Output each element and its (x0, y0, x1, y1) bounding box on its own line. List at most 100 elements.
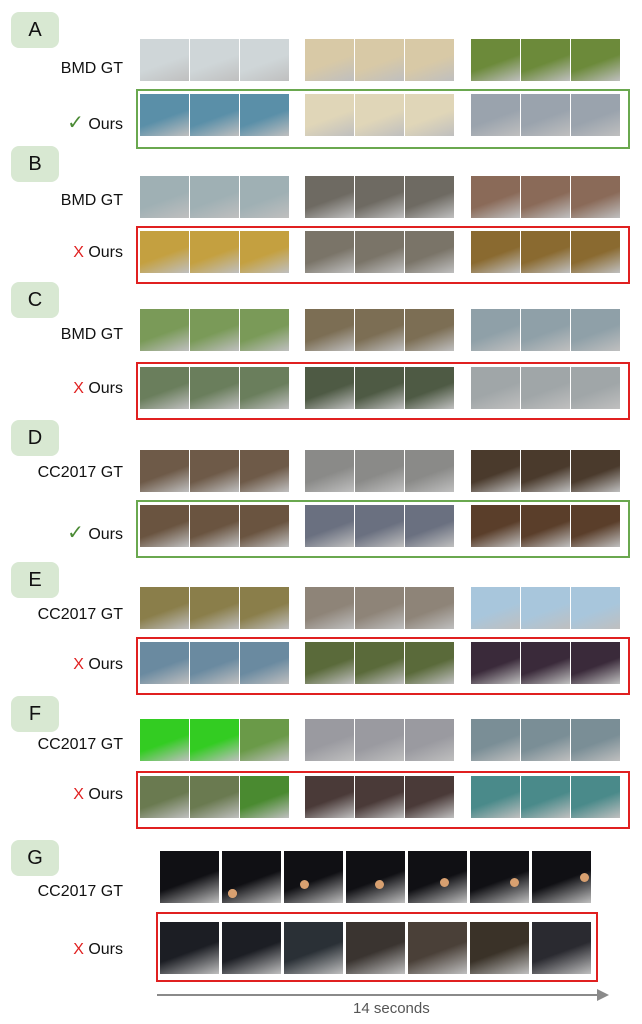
moon-mark (300, 880, 309, 889)
video-frame (471, 450, 521, 492)
video-frame (571, 94, 621, 136)
video-frame (240, 776, 290, 818)
video-frame (240, 231, 290, 273)
video-frame (355, 309, 405, 351)
ours-label: ✓ Ours (67, 520, 123, 545)
video-frame (471, 587, 521, 629)
video-frame (471, 642, 521, 684)
x-icon: X (73, 656, 84, 673)
video-frame (405, 776, 455, 818)
x-icon: X (73, 786, 84, 803)
video-frame (140, 39, 190, 81)
video-frame (240, 176, 290, 218)
video-frame (190, 94, 240, 136)
video-frame (240, 94, 290, 136)
moon-mark (375, 880, 384, 889)
x-icon: X (73, 244, 84, 261)
failure-frame (136, 771, 630, 829)
video-frame (305, 642, 355, 684)
ours-label: X Ours (73, 656, 123, 674)
section-badge: A (11, 12, 59, 48)
video-frame (532, 922, 592, 974)
section-badge: B (11, 146, 59, 182)
video-frame (470, 851, 530, 903)
ours-text: Ours (88, 786, 123, 803)
video-frame (521, 309, 571, 351)
video-frame (355, 231, 405, 273)
success-frame (136, 89, 630, 149)
video-frame (355, 776, 405, 818)
video-frame (471, 94, 521, 136)
video-frame (521, 176, 571, 218)
video-frame (521, 39, 571, 81)
gt-label: BMD GT (60, 60, 123, 77)
ours-text: Ours (88, 380, 123, 397)
video-frame (571, 450, 621, 492)
video-frame (140, 309, 190, 351)
video-frame (305, 587, 355, 629)
failure-frame (136, 226, 630, 284)
video-frame (190, 39, 240, 81)
ours-text: Ours (88, 116, 123, 133)
timeline-arrow (157, 994, 599, 996)
video-frame (571, 309, 621, 351)
moon-mark (510, 878, 519, 887)
ours-label: X Ours (73, 941, 123, 959)
video-frame (355, 505, 405, 547)
video-frame (405, 719, 455, 761)
video-frame (471, 309, 521, 351)
video-frame (140, 587, 190, 629)
moon-mark (580, 873, 589, 882)
timeline-label: 14 seconds (353, 1000, 430, 1017)
video-frame (240, 39, 290, 81)
ours-label: X Ours (73, 380, 123, 398)
video-frame (405, 450, 455, 492)
video-frame (240, 450, 290, 492)
video-frame (521, 94, 571, 136)
success-frame (136, 500, 630, 558)
video-frame (190, 367, 240, 409)
video-frame (471, 39, 521, 81)
video-frame (305, 450, 355, 492)
video-frame (140, 642, 190, 684)
failure-frame (136, 637, 630, 695)
video-frame (190, 450, 240, 492)
video-frame (222, 922, 282, 974)
video-frame (471, 776, 521, 818)
section-badge: G (11, 840, 59, 876)
section-badge: C (11, 282, 59, 318)
video-frame (355, 94, 405, 136)
video-frame (346, 851, 406, 903)
video-frame (305, 776, 355, 818)
video-frame (240, 505, 290, 547)
video-frame (190, 231, 240, 273)
video-frame (305, 309, 355, 351)
video-frame (571, 587, 621, 629)
video-frame (408, 922, 468, 974)
video-frame (355, 39, 405, 81)
video-frame (305, 94, 355, 136)
gt-label: BMD GT (60, 192, 123, 209)
x-icon: X (73, 941, 84, 958)
section-badge: D (11, 420, 59, 456)
gt-label: CC2017 GT (37, 883, 123, 900)
video-frame (521, 776, 571, 818)
video-frame (305, 719, 355, 761)
video-frame (355, 587, 405, 629)
video-frame (240, 719, 290, 761)
ours-text: Ours (88, 941, 123, 958)
video-frame (521, 450, 571, 492)
timeline-arrowhead (597, 989, 609, 1001)
video-frame (305, 39, 355, 81)
gt-label: CC2017 GT (37, 606, 123, 623)
failure-frame (136, 362, 630, 420)
video-frame (284, 922, 344, 974)
video-frame (521, 505, 571, 547)
ours-label: X Ours (73, 244, 123, 262)
video-frame (190, 719, 240, 761)
failure-frame (156, 912, 598, 982)
video-frame (284, 851, 344, 903)
section-badge: E (11, 562, 59, 598)
video-frame (140, 719, 190, 761)
video-frame (405, 176, 455, 218)
